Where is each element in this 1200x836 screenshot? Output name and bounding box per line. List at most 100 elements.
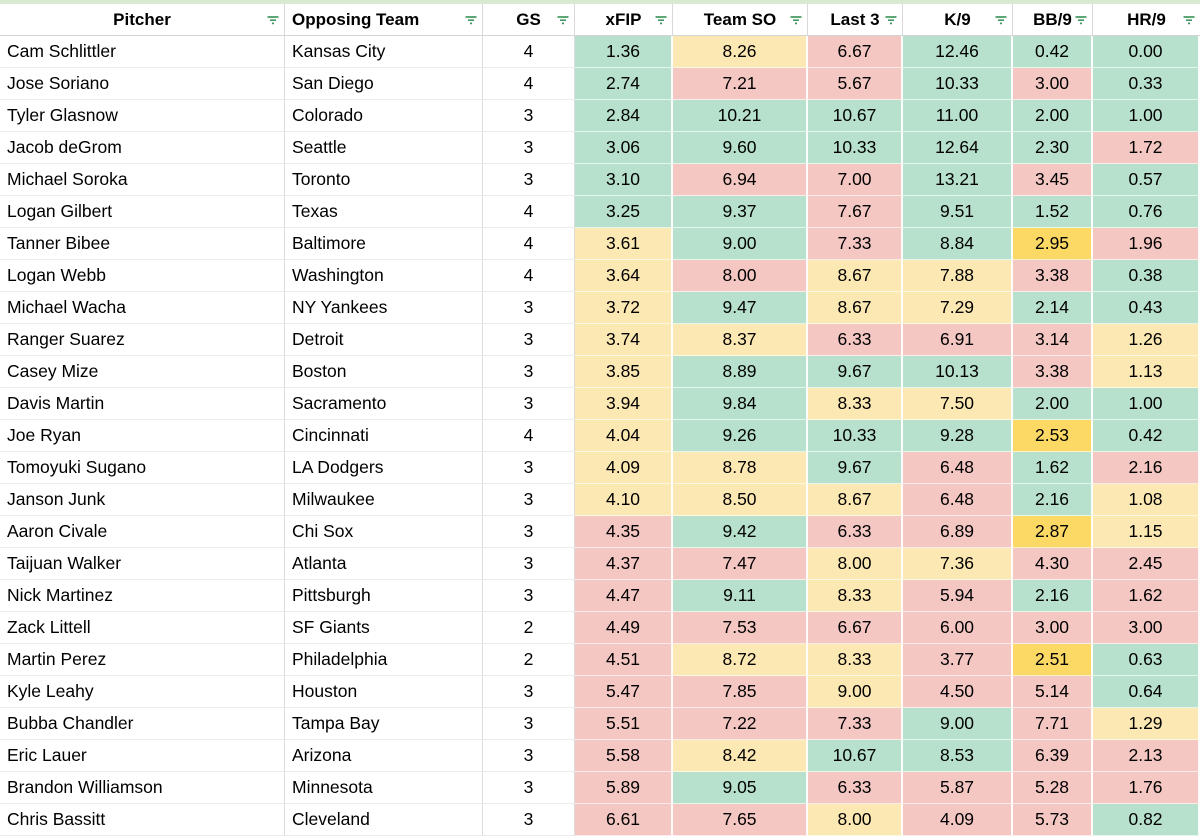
gs-cell[interactable]: 3 — [483, 708, 575, 740]
stat-cell[interactable]: 3.85 — [575, 356, 673, 388]
stat-cell[interactable]: 3.38 — [1013, 356, 1093, 388]
pitcher-cell[interactable]: Janson Junk — [0, 484, 285, 516]
filter-icon[interactable] — [789, 14, 803, 26]
stat-cell[interactable]: 5.89 — [575, 772, 673, 804]
stat-cell[interactable]: 3.00 — [1013, 612, 1093, 644]
stat-cell[interactable]: 8.37 — [673, 324, 808, 356]
stat-cell[interactable]: 8.50 — [673, 484, 808, 516]
stat-cell[interactable]: 2.16 — [1013, 580, 1093, 612]
team-cell[interactable]: LA Dodgers — [285, 452, 483, 484]
stat-cell[interactable]: 10.67 — [808, 740, 903, 772]
stat-cell[interactable]: 3.72 — [575, 292, 673, 324]
stat-cell[interactable]: 9.47 — [673, 292, 808, 324]
stat-cell[interactable]: 2.45 — [1093, 548, 1200, 580]
stat-cell[interactable]: 8.33 — [808, 644, 903, 676]
stat-cell[interactable]: 9.51 — [903, 196, 1013, 228]
gs-cell[interactable]: 3 — [483, 100, 575, 132]
stat-cell[interactable]: 0.82 — [1093, 804, 1200, 836]
team-cell[interactable]: Atlanta — [285, 548, 483, 580]
header-bb9[interactable]: BB/9 — [1013, 4, 1093, 35]
stat-cell[interactable]: 8.42 — [673, 740, 808, 772]
stat-cell[interactable]: 3.14 — [1013, 324, 1093, 356]
stat-cell[interactable]: 7.65 — [673, 804, 808, 836]
stat-cell[interactable]: 2.53 — [1013, 420, 1093, 452]
stat-cell[interactable]: 7.22 — [673, 708, 808, 740]
stat-cell[interactable]: 6.91 — [903, 324, 1013, 356]
pitcher-cell[interactable]: Martin Perez — [0, 644, 285, 676]
header-hr9[interactable]: HR/9 — [1093, 4, 1200, 35]
header-team-so[interactable]: Team SO — [673, 4, 808, 35]
stat-cell[interactable]: 3.06 — [575, 132, 673, 164]
stat-cell[interactable]: 10.67 — [808, 100, 903, 132]
stat-cell[interactable]: 7.00 — [808, 164, 903, 196]
stat-cell[interactable]: 1.13 — [1093, 356, 1200, 388]
stat-cell[interactable]: 2.30 — [1013, 132, 1093, 164]
stat-cell[interactable]: 6.00 — [903, 612, 1013, 644]
pitcher-cell[interactable]: Tanner Bibee — [0, 228, 285, 260]
team-cell[interactable]: Baltimore — [285, 228, 483, 260]
stat-cell[interactable]: 6.33 — [808, 772, 903, 804]
stat-cell[interactable]: 9.00 — [808, 676, 903, 708]
gs-cell[interactable]: 3 — [483, 580, 575, 612]
team-cell[interactable]: Texas — [285, 196, 483, 228]
stat-cell[interactable]: 9.42 — [673, 516, 808, 548]
stat-cell[interactable]: 7.67 — [808, 196, 903, 228]
stat-cell[interactable]: 1.62 — [1093, 580, 1200, 612]
stat-cell[interactable]: 7.47 — [673, 548, 808, 580]
stat-cell[interactable]: 2.84 — [575, 100, 673, 132]
stat-cell[interactable]: 8.00 — [673, 260, 808, 292]
stat-cell[interactable]: 9.67 — [808, 452, 903, 484]
stat-cell[interactable]: 1.00 — [1093, 100, 1200, 132]
team-cell[interactable]: SF Giants — [285, 612, 483, 644]
stat-cell[interactable]: 2.95 — [1013, 228, 1093, 260]
gs-cell[interactable]: 3 — [483, 292, 575, 324]
stat-cell[interactable]: 6.94 — [673, 164, 808, 196]
stat-cell[interactable]: 6.61 — [575, 804, 673, 836]
stat-cell[interactable]: 9.05 — [673, 772, 808, 804]
stat-cell[interactable]: 4.35 — [575, 516, 673, 548]
stat-cell[interactable]: 7.29 — [903, 292, 1013, 324]
pitcher-cell[interactable]: Jose Soriano — [0, 68, 285, 100]
stat-cell[interactable]: 3.38 — [1013, 260, 1093, 292]
stat-cell[interactable]: 1.76 — [1093, 772, 1200, 804]
stat-cell[interactable]: 3.00 — [1093, 612, 1200, 644]
gs-cell[interactable]: 3 — [483, 676, 575, 708]
pitcher-cell[interactable]: Nick Martinez — [0, 580, 285, 612]
team-cell[interactable]: Sacramento — [285, 388, 483, 420]
gs-cell[interactable]: 4 — [483, 68, 575, 100]
stat-cell[interactable]: 3.00 — [1013, 68, 1093, 100]
stat-cell[interactable]: 10.13 — [903, 356, 1013, 388]
stat-cell[interactable]: 6.33 — [808, 324, 903, 356]
gs-cell[interactable]: 3 — [483, 164, 575, 196]
stat-cell[interactable]: 0.42 — [1093, 420, 1200, 452]
gs-cell[interactable]: 4 — [483, 260, 575, 292]
pitcher-cell[interactable]: Bubba Chandler — [0, 708, 285, 740]
stat-cell[interactable]: 4.51 — [575, 644, 673, 676]
stat-cell[interactable]: 1.29 — [1093, 708, 1200, 740]
stat-cell[interactable]: 1.00 — [1093, 388, 1200, 420]
pitcher-cell[interactable]: Chris Bassitt — [0, 804, 285, 836]
pitcher-cell[interactable]: Davis Martin — [0, 388, 285, 420]
team-cell[interactable]: Detroit — [285, 324, 483, 356]
pitcher-cell[interactable]: Ranger Suarez — [0, 324, 285, 356]
stat-cell[interactable]: 0.43 — [1093, 292, 1200, 324]
pitcher-cell[interactable]: Michael Wacha — [0, 292, 285, 324]
stat-cell[interactable]: 8.00 — [808, 804, 903, 836]
stat-cell[interactable]: 0.76 — [1093, 196, 1200, 228]
stat-cell[interactable]: 0.64 — [1093, 676, 1200, 708]
stat-cell[interactable]: 1.36 — [575, 36, 673, 68]
stat-cell[interactable]: 7.21 — [673, 68, 808, 100]
stat-cell[interactable]: 5.28 — [1013, 772, 1093, 804]
stat-cell[interactable]: 3.74 — [575, 324, 673, 356]
gs-cell[interactable]: 2 — [483, 612, 575, 644]
team-cell[interactable]: Philadelphia — [285, 644, 483, 676]
gs-cell[interactable]: 3 — [483, 388, 575, 420]
stat-cell[interactable]: 4.10 — [575, 484, 673, 516]
team-cell[interactable]: Houston — [285, 676, 483, 708]
stat-cell[interactable]: 5.58 — [575, 740, 673, 772]
stat-cell[interactable]: 0.57 — [1093, 164, 1200, 196]
stat-cell[interactable]: 1.08 — [1093, 484, 1200, 516]
stat-cell[interactable]: 8.78 — [673, 452, 808, 484]
stat-cell[interactable]: 9.28 — [903, 420, 1013, 452]
stat-cell[interactable]: 8.67 — [808, 292, 903, 324]
